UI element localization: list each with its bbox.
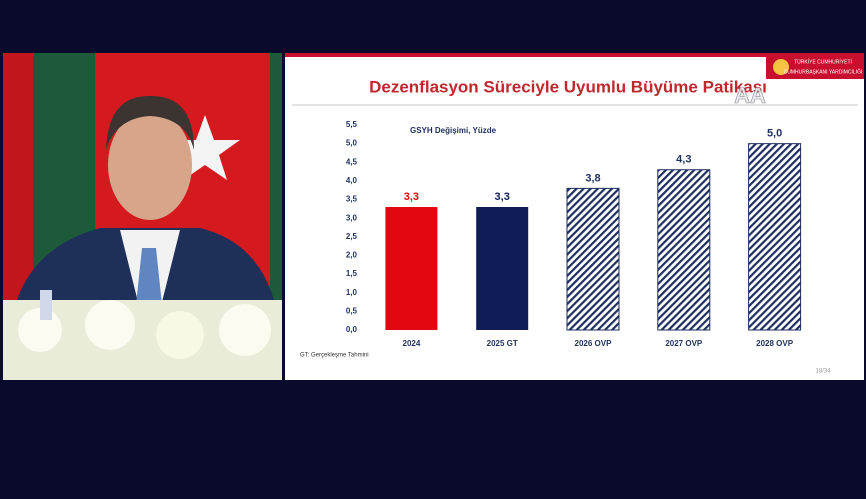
face <box>108 110 192 220</box>
bottle <box>40 290 52 320</box>
flower <box>85 300 135 350</box>
tie <box>136 248 162 305</box>
hair <box>106 95 194 150</box>
flower <box>156 311 204 359</box>
watermark: AA <box>734 83 766 109</box>
y-tick-label: 3,5 <box>346 195 358 204</box>
y-tick-label: 2,0 <box>346 251 358 260</box>
bar <box>657 169 711 331</box>
y-tick-label: 5,0 <box>346 139 358 148</box>
plot: 0,0 0,5 1,0 1,5 2,0 2,5 3,0 3,5 4,0 4,5 5,0 5,5 2024… <box>346 120 802 348</box>
slide-band <box>285 53 864 57</box>
chart-title: Dezenflasyon Süreciyle Uyumlu Büyüme Pat… <box>369 77 767 96</box>
bar <box>748 143 802 331</box>
video-panel <box>3 53 282 380</box>
y-tick-label: 4,5 <box>346 157 358 166</box>
y-tick-label: 0,0 <box>346 325 358 334</box>
page-number: 18/34 <box>815 369 831 375</box>
y-tick-label: 3,0 <box>346 213 358 222</box>
x-tick-label: 2027 OVP <box>665 339 703 348</box>
value-label: 3,3 <box>404 191 419 203</box>
y-tick-label: 0,5 <box>346 306 358 315</box>
flag-star <box>170 115 240 180</box>
y-tick-label: 1,5 <box>346 269 358 278</box>
x-tick-label: 2025 GT <box>487 339 518 348</box>
watermark-logo: AA <box>734 83 766 108</box>
value-label: 3,3 <box>495 191 510 203</box>
x-tick-label: 2028 OVP <box>756 339 794 348</box>
value-label: 4,3 <box>676 154 691 166</box>
y-tick-label: 5,5 <box>346 120 358 129</box>
flower <box>219 304 271 356</box>
footnote: GT: Gerçekleşme Tahmini <box>300 353 369 359</box>
value-label: 3,8 <box>585 172 600 184</box>
x-tick-label: 2026 OVP <box>575 339 613 348</box>
logo-emblem <box>773 59 789 75</box>
value-label: 5,0 <box>767 128 782 140</box>
logo-text: CUMHURBAŞKANI YARDIMCILIĞI <box>784 68 863 75</box>
y-tick-label: 4,0 <box>346 176 358 185</box>
bar <box>385 207 438 330</box>
y-tick-label: 1,0 <box>346 288 358 297</box>
x-tick-label: 2024 <box>403 339 421 348</box>
chart-subtitle: GSYH Değişimi, Yüzde <box>410 126 497 135</box>
y-tick-label: 2,5 <box>346 232 358 241</box>
logo-text: TÜRKİYE CUMHURİYETİ <box>794 58 852 65</box>
bar <box>476 207 529 330</box>
bar <box>566 187 620 331</box>
